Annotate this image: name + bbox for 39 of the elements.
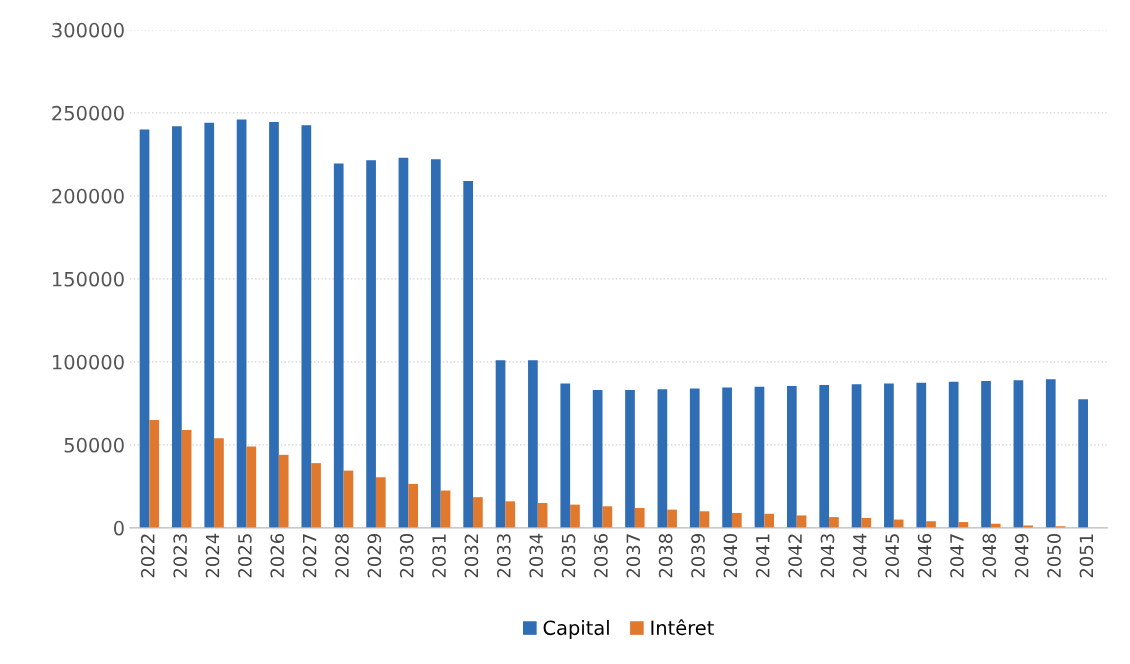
x-tick-label: 2027 xyxy=(302,534,317,578)
x-tick-label: 2031 xyxy=(432,534,446,578)
y-tick-label: 100000 xyxy=(53,354,124,370)
x-tick-label: 2049 xyxy=(1014,534,1029,578)
x-tick-label: 2036 xyxy=(594,533,608,578)
x-tick-label: 2025 xyxy=(238,534,252,578)
x-tick-label: 2030 xyxy=(399,533,414,578)
y-tick-label: 300000 xyxy=(52,22,124,38)
y-tick-label: 150000 xyxy=(53,271,124,287)
x-tick-label: 2026 xyxy=(270,533,285,578)
y-tick-label: 250000 xyxy=(52,105,124,121)
x-tick-label: 2037 xyxy=(626,534,641,578)
x-tick-label: 2023 xyxy=(173,534,187,578)
legend-label: Capital xyxy=(543,620,609,639)
legend-label: Intêret xyxy=(651,619,714,636)
x-tick-label: 2038 xyxy=(658,533,673,578)
x-tick-label: 2040 xyxy=(723,533,738,578)
y-tick-label: 50000 xyxy=(64,437,124,453)
y-tick-label: 200000 xyxy=(52,188,124,204)
x-tick-label: 2034 xyxy=(529,533,543,578)
x-tick-label: 2024 xyxy=(205,533,220,578)
x-tick-label: 2035 xyxy=(561,534,576,578)
x-tick-label: 2041 xyxy=(755,534,770,578)
x-tick-label: 2039 xyxy=(691,534,705,578)
x-tick-label: 2047 xyxy=(950,534,964,578)
x-tick-label: 2046 xyxy=(917,533,932,578)
x-tick-label: 2022 xyxy=(140,534,155,578)
x-tick-label: 2045 xyxy=(885,534,900,578)
x-tick-label: 2028 xyxy=(335,533,349,578)
x-tick-label: 2050 xyxy=(1047,533,1061,578)
x-tick-label: 2042 xyxy=(788,534,802,578)
x-tick-label: 2029 xyxy=(367,534,382,578)
x-tick-label: 2043 xyxy=(820,534,835,578)
x-tick-label: 2048 xyxy=(982,533,997,578)
x-tick-label: 2032 xyxy=(464,534,479,578)
x-tick-label: 2051 xyxy=(1079,534,1094,578)
y-tick-label: 0 xyxy=(114,520,124,536)
x-tick-label: 2033 xyxy=(496,534,511,578)
x-tick-label: 2044 xyxy=(853,533,867,578)
